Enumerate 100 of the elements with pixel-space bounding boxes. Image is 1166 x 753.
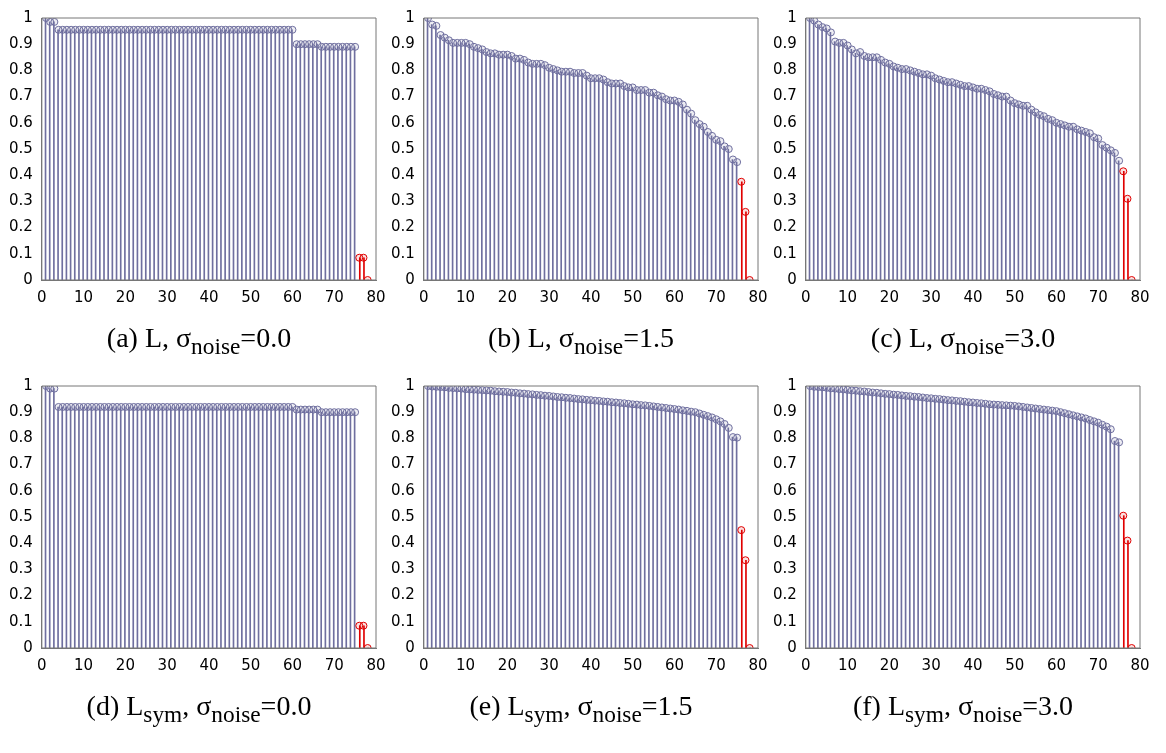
x-tick-label: 30 (157, 655, 177, 674)
x-tick-label: 20 (115, 655, 135, 674)
point (1123, 536, 1132, 545)
x-tick-label: 30 (539, 655, 559, 674)
point (1123, 194, 1132, 203)
x-tick-label: 50 (1005, 287, 1025, 306)
y-tick-label: 0.1 (9, 243, 33, 262)
x-tick-label: 20 (497, 287, 517, 306)
y-tick-label: 0.7 (773, 454, 797, 473)
x-tick-label: 50 (241, 287, 261, 306)
point (1119, 511, 1128, 520)
x-tick-label: 30 (157, 287, 177, 306)
x-tick-label: 0 (37, 287, 47, 306)
y-tick-label: 0.2 (391, 217, 415, 236)
x-tick-label: 70 (1088, 655, 1108, 674)
x-tick-label: 80 (748, 287, 768, 306)
text: (d) L$_{sym}$, σ$_{noise}$=0.0 (85, 689, 313, 729)
y-tick-label: 0.9 (773, 402, 797, 421)
x-tick-label: 70 (706, 287, 726, 306)
x-tick-label: 10 (456, 287, 476, 306)
y-tick-label: 0 (787, 637, 797, 656)
text: (c) L, σ$_{noise}$=3.0 (869, 321, 1057, 361)
x-tick-label: 70 (324, 287, 344, 306)
x-tick-label: 60 (282, 655, 303, 674)
y-tick-label: 0.6 (391, 480, 415, 499)
y-tick-label: 0.7 (9, 86, 33, 105)
y-tick-label: 0.6 (391, 112, 415, 131)
y-tick-label: 0.5 (773, 506, 797, 525)
x-tick-label: 0 (37, 655, 47, 674)
y-tick-label: 0.3 (773, 559, 797, 578)
x-tick-label: 50 (1005, 655, 1025, 674)
x-tick-label: 0 (801, 287, 811, 306)
y-tick-label: 0.6 (9, 112, 33, 131)
y-tick-label: 0.3 (773, 191, 797, 210)
y-tick-label: 0.8 (9, 428, 33, 447)
y-tick-label: 0.8 (773, 60, 797, 79)
x-tick-label: 10 (456, 655, 476, 674)
x-tick-label: 70 (706, 655, 726, 674)
y-tick-label: 0.2 (773, 585, 797, 604)
x-tick-label: 40 (963, 287, 983, 306)
y-tick-label: 0.6 (9, 480, 33, 499)
x-tick-label: 40 (581, 287, 601, 306)
y-tick-label: 0.5 (9, 506, 33, 525)
y-tick-label: 0 (405, 269, 415, 288)
x-tick-label: 70 (1088, 287, 1108, 306)
y-tick-label: 0.1 (9, 611, 33, 630)
x-tick-label: 20 (115, 287, 135, 306)
y-tick-label: 0.1 (391, 243, 415, 262)
x-tick-label: 60 (1046, 287, 1067, 306)
x-tick-label: 40 (199, 655, 219, 674)
x-tick-label: 80 (366, 287, 386, 306)
y-tick-label: 0.9 (9, 402, 33, 421)
x-tick-label: 60 (664, 287, 685, 306)
point (1119, 167, 1128, 176)
y-tick-label: 0.1 (773, 243, 797, 262)
y-tick-label: 0.4 (391, 165, 415, 184)
y-tick-label: 1 (23, 375, 33, 394)
y-tick-label: 0.1 (773, 611, 797, 630)
x-tick-label: 10 (838, 655, 858, 674)
x-tick-label: 80 (1130, 655, 1150, 674)
x-tick-label: 60 (664, 655, 685, 674)
y-tick-label: 0.4 (391, 533, 415, 552)
y-tick-label: 0.9 (9, 34, 33, 53)
y-tick-label: 0.2 (773, 217, 797, 236)
x-tick-label: 20 (879, 287, 899, 306)
x-tick-label: 50 (241, 655, 261, 674)
x-tick-label: 20 (497, 655, 517, 674)
y-tick-label: 0.8 (391, 60, 415, 79)
y-tick-label: 0.3 (391, 559, 415, 578)
y-tick-label: 1 (405, 375, 415, 394)
y-tick-label: 0.7 (391, 86, 415, 105)
text: (e) L$_{sym}$, σ$_{noise}$=1.5 (468, 689, 694, 729)
x-tick-label: 80 (366, 655, 386, 674)
y-tick-label: 0.3 (391, 191, 415, 210)
y-tick-label: 1 (787, 375, 797, 394)
x-tick-label: 60 (1046, 655, 1067, 674)
y-tick-label: 0 (23, 269, 33, 288)
y-tick-label: 0.9 (391, 402, 415, 421)
x-tick-label: 60 (282, 287, 303, 306)
y-tick-label: 0.7 (773, 86, 797, 105)
x-tick-label: 0 (801, 655, 811, 674)
text: (b) L, σ$_{noise}$=1.5 (487, 321, 675, 361)
x-tick-label: 20 (879, 655, 899, 674)
y-tick-label: 0.4 (773, 165, 797, 184)
y-tick-label: 0.2 (9, 217, 33, 236)
x-tick-label: 80 (1130, 287, 1150, 306)
y-tick-label: 0 (23, 637, 33, 656)
y-tick-label: 0 (787, 269, 797, 288)
y-tick-label: 0.3 (9, 559, 33, 578)
y-tick-label: 0.5 (391, 138, 415, 157)
y-tick-label: 0.9 (391, 34, 415, 53)
x-tick-label: 10 (74, 655, 94, 674)
y-tick-label: 0.5 (9, 138, 33, 157)
y-tick-label: 0.5 (773, 138, 797, 157)
text: (a) L, σ$_{noise}$=0.0 (105, 321, 293, 361)
y-tick-label: 0.9 (773, 34, 797, 53)
y-tick-label: 0.1 (391, 611, 415, 630)
x-tick-label: 40 (199, 287, 219, 306)
text: (f) L$_{sym}$, σ$_{noise}$=3.0 (851, 689, 1075, 729)
y-tick-label: 0.3 (9, 191, 33, 210)
